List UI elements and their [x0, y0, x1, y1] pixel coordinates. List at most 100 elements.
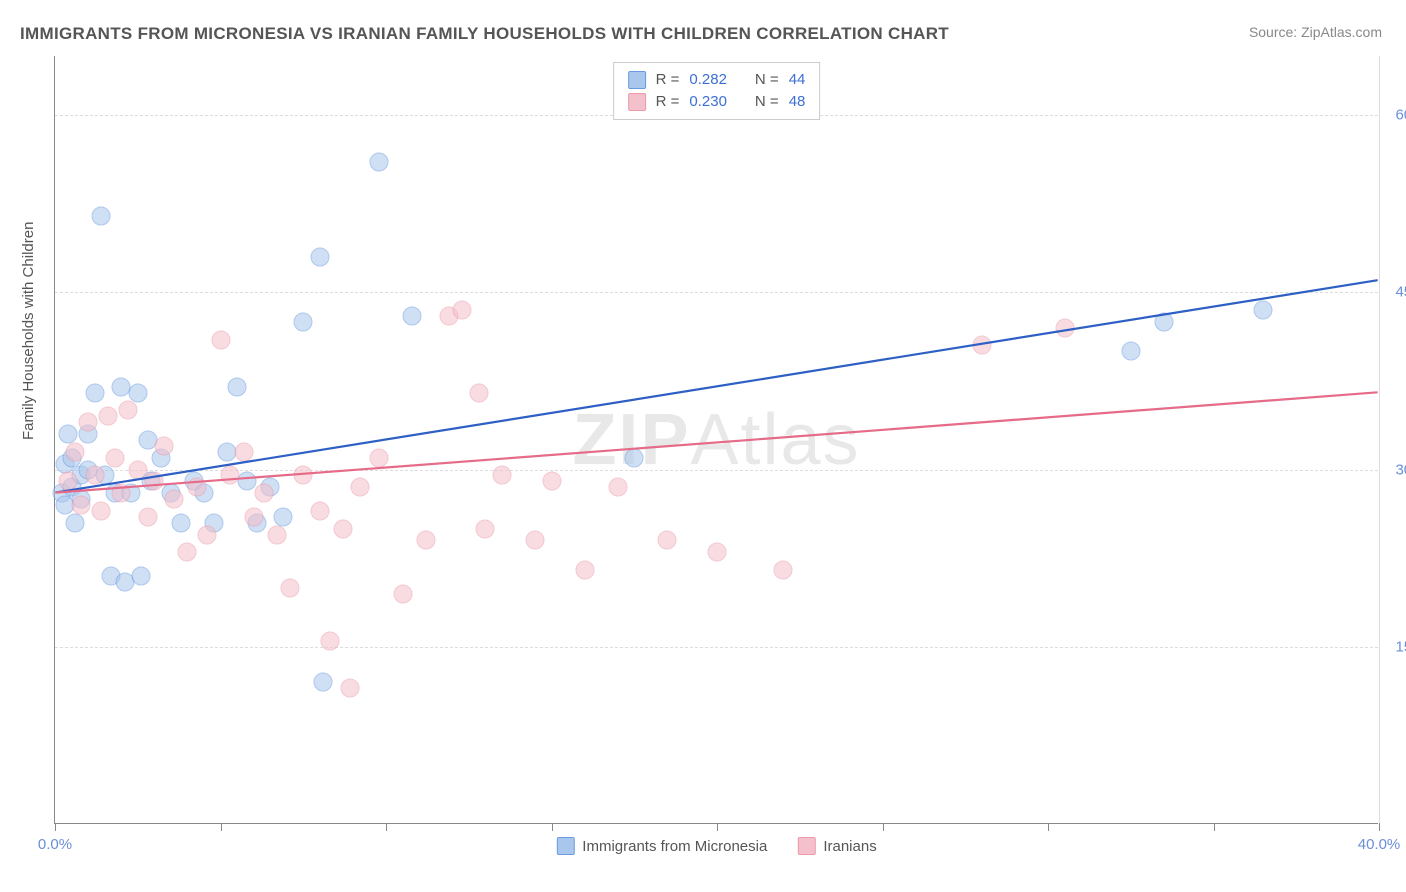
x-tick — [55, 823, 56, 831]
scatter-point — [1254, 301, 1273, 320]
scatter-point — [138, 507, 157, 526]
series-legend: Immigrants from Micronesia Iranians — [556, 837, 876, 855]
scatter-point — [350, 478, 369, 497]
scatter-point — [370, 153, 389, 172]
scatter-point — [98, 407, 117, 426]
legend-n-label: N = — [755, 69, 779, 91]
scatter-point — [79, 413, 98, 432]
gridline-v — [1379, 56, 1380, 823]
x-tick-label: 0.0% — [38, 836, 72, 853]
scatter-point — [469, 383, 488, 402]
scatter-point — [171, 513, 190, 532]
scatter-point — [85, 383, 104, 402]
legend-label: Immigrants from Micronesia — [582, 838, 767, 855]
watermark: ZIPAtlas — [572, 399, 860, 481]
regression-lines — [55, 56, 1378, 823]
scatter-point — [244, 507, 263, 526]
scatter-point — [774, 560, 793, 579]
y-tick-label: 30.0% — [1384, 461, 1406, 478]
scatter-point — [403, 306, 422, 325]
y-tick-label: 45.0% — [1384, 284, 1406, 301]
scatter-point — [320, 631, 339, 650]
correlation-legend: R =0.282N =44R =0.230N =48 — [613, 62, 821, 120]
scatter-point — [128, 460, 147, 479]
scatter-point — [333, 519, 352, 538]
legend-n-value: 48 — [789, 91, 806, 113]
scatter-point — [492, 466, 511, 485]
scatter-point — [132, 566, 151, 585]
legend-label: Iranians — [823, 838, 876, 855]
scatter-point — [393, 584, 412, 603]
legend-r-label: R = — [656, 91, 680, 113]
x-tick — [1214, 823, 1215, 831]
scatter-point — [112, 484, 131, 503]
scatter-point — [625, 448, 644, 467]
scatter-point — [234, 442, 253, 461]
legend-r-value: 0.230 — [689, 91, 727, 113]
scatter-point — [416, 531, 435, 550]
legend-n-value: 44 — [789, 69, 806, 91]
scatter-point — [59, 472, 78, 491]
scatter-point — [453, 301, 472, 320]
scatter-point — [340, 679, 359, 698]
scatter-point — [310, 247, 329, 266]
y-tick-label: 60.0% — [1384, 107, 1406, 124]
scatter-point — [155, 436, 174, 455]
x-tick — [717, 823, 718, 831]
scatter-point — [608, 478, 627, 497]
scatter-point — [178, 543, 197, 562]
scatter-point — [370, 448, 389, 467]
scatter-point — [525, 531, 544, 550]
gridline-h — [55, 292, 1378, 293]
legend-swatch — [628, 93, 646, 111]
scatter-point — [145, 472, 164, 491]
legend-swatch — [797, 837, 815, 855]
scatter-point — [281, 578, 300, 597]
chart-title: IMMIGRANTS FROM MICRONESIA VS IRANIAN FA… — [20, 24, 949, 44]
scatter-point — [314, 673, 333, 692]
plot-area: ZIPAtlas R =0.282N =44R =0.230N =48 Immi… — [54, 56, 1378, 824]
source-label: Source: ZipAtlas.com — [1249, 24, 1382, 40]
legend-bottom-item: Iranians — [797, 837, 876, 855]
scatter-point — [59, 425, 78, 444]
scatter-point — [267, 525, 286, 544]
legend-r-value: 0.282 — [689, 69, 727, 91]
y-tick-label: 15.0% — [1384, 638, 1406, 655]
scatter-point — [105, 448, 124, 467]
scatter-point — [1154, 312, 1173, 331]
x-tick — [1048, 823, 1049, 831]
scatter-point — [237, 472, 256, 491]
x-tick — [552, 823, 553, 831]
legend-swatch — [628, 71, 646, 89]
x-tick — [1379, 823, 1380, 831]
scatter-point — [228, 377, 247, 396]
x-tick — [883, 823, 884, 831]
x-tick — [386, 823, 387, 831]
scatter-point — [658, 531, 677, 550]
gridline-h — [55, 470, 1378, 471]
scatter-point — [92, 206, 111, 225]
scatter-point — [65, 513, 84, 532]
x-tick-label: 40.0% — [1358, 836, 1401, 853]
scatter-point — [188, 478, 207, 497]
gridline-h — [55, 647, 1378, 648]
scatter-point — [165, 490, 184, 509]
scatter-point — [118, 401, 137, 420]
y-axis-title: Family Households with Children — [20, 222, 37, 440]
scatter-point — [274, 507, 293, 526]
scatter-point — [575, 560, 594, 579]
scatter-point — [254, 484, 273, 503]
scatter-point — [92, 501, 111, 520]
scatter-point — [221, 466, 240, 485]
scatter-point — [1055, 318, 1074, 337]
chart-container: IMMIGRANTS FROM MICRONESIA VS IRANIAN FA… — [0, 0, 1406, 892]
scatter-point — [708, 543, 727, 562]
scatter-point — [211, 330, 230, 349]
scatter-point — [128, 383, 147, 402]
legend-top-row: R =0.230N =48 — [628, 91, 806, 113]
legend-swatch — [556, 837, 574, 855]
legend-top-row: R =0.282N =44 — [628, 69, 806, 91]
scatter-point — [85, 466, 104, 485]
scatter-point — [294, 466, 313, 485]
scatter-point — [542, 472, 561, 491]
